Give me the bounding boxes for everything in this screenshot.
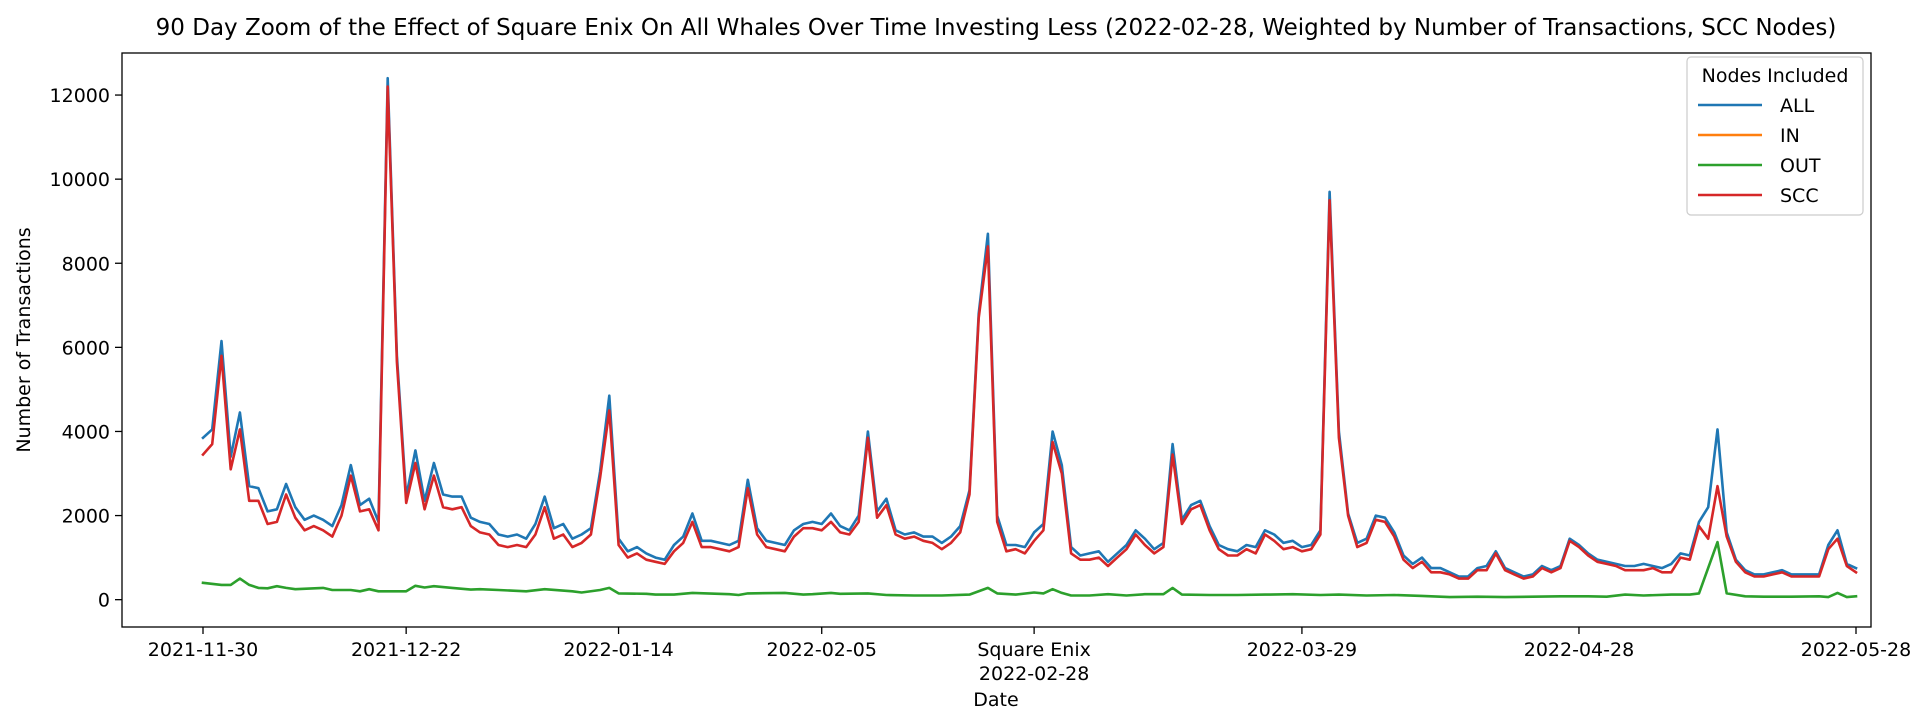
- x-tick-label: Square Enix: [977, 639, 1091, 661]
- y-tick-label: 10000: [50, 169, 110, 191]
- x-tick-label: 2021-11-30: [148, 639, 258, 661]
- legend-label-all: ALL: [1780, 95, 1815, 117]
- x-tick-label: 2022-05-28: [1801, 639, 1911, 661]
- series-layer: [201, 76, 1858, 599]
- legend-label-in: IN: [1780, 125, 1800, 147]
- y-axis-label: Number of Transactions: [13, 227, 35, 452]
- legend-label-scc: SCC: [1780, 185, 1819, 207]
- x-tick-label: 2022-03-29: [1247, 639, 1357, 661]
- plot-frame: [121, 52, 1872, 628]
- y-tick-label: 12000: [50, 85, 110, 107]
- x-tick-label: 2021-12-22: [351, 639, 461, 661]
- legend-box: [1686, 56, 1864, 216]
- legend: Nodes Included ALL IN OUT SCC: [1686, 56, 1864, 216]
- legend-title: Nodes Included: [1702, 65, 1849, 87]
- x-tick-label: 2022-02-28: [979, 663, 1089, 685]
- legend-label-out: OUT: [1780, 155, 1821, 177]
- y-tick-label: 6000: [62, 337, 110, 359]
- x-axis: 2021-11-30 2021-12-22 2022-01-14 2022-02-05…: [148, 627, 1911, 685]
- x-axis-label: Date: [973, 689, 1018, 711]
- y-axis: 0 2000 4000 6000 8000 10000 12000: [50, 85, 122, 612]
- x-tick-label: 2022-01-14: [563, 639, 673, 661]
- series-line-out: [201, 540, 1858, 599]
- x-tick-label: 2022-02-05: [767, 639, 877, 661]
- y-tick-label: 8000: [62, 253, 110, 275]
- series-line-all: [201, 76, 1858, 578]
- y-tick-label: 2000: [62, 506, 110, 528]
- y-tick-label: 0: [98, 590, 110, 612]
- chart-title: 90 Day Zoom of the Effect of Square Enix…: [156, 15, 1837, 41]
- series-line-scc: [201, 85, 1858, 580]
- legend-items: ALL IN OUT SCC: [1698, 95, 1821, 207]
- x-tick-label: 2022-04-28: [1524, 639, 1634, 661]
- y-tick-label: 4000: [62, 421, 110, 443]
